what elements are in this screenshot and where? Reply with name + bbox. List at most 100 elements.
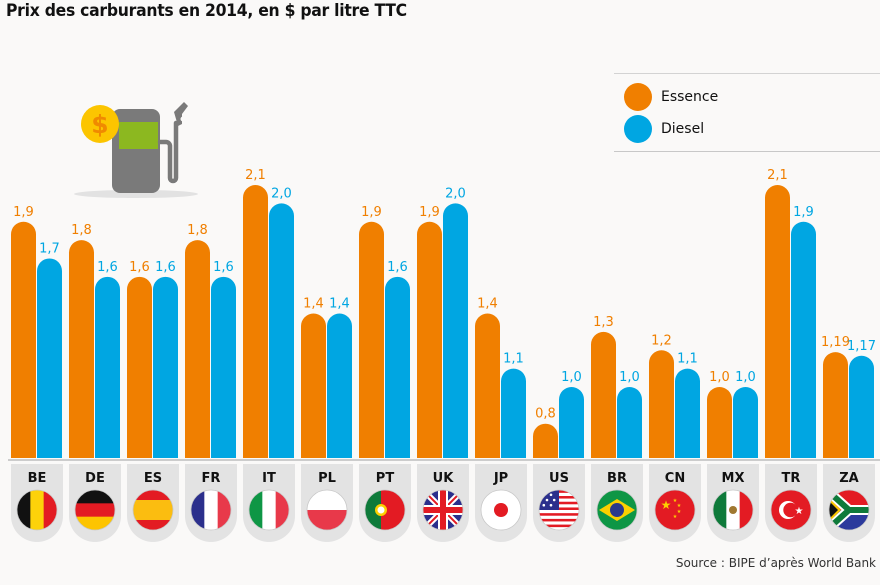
value-label-diesel-br: 1,0 [619, 370, 640, 385]
bar-diesel-fr [211, 276, 236, 458]
bar-essence-pl [301, 313, 326, 458]
value-label-diesel-pl: 1,4 [329, 297, 350, 312]
poland-flag-icon [307, 490, 347, 530]
country-tab-uk: UK [417, 464, 469, 542]
country-tab-tr: TR ★ [765, 464, 817, 542]
value-label-essence-br: 1,3 [593, 315, 614, 330]
value-label-diesel-us: 1,0 [561, 370, 582, 385]
country-code: US [549, 471, 569, 486]
bar-diesel-br [617, 387, 642, 458]
bar-diesel-uk [443, 203, 468, 458]
bar-diesel-de [95, 276, 120, 458]
bar-diesel-pt [385, 276, 410, 458]
country-code: TR [782, 471, 801, 486]
spain-flag-icon [133, 490, 173, 530]
bar-diesel-it [269, 203, 294, 458]
value-label-essence-be: 1,9 [13, 205, 34, 220]
country-tab-br: BR [591, 464, 643, 542]
country-tab-za: ZA [823, 464, 875, 542]
legend: Essence Diesel [614, 73, 880, 152]
svg-text:★: ★ [795, 506, 804, 517]
coin-icon [81, 105, 119, 143]
legend-item-essence: Essence [624, 83, 718, 111]
bar-essence-us [533, 423, 558, 458]
value-label-essence-za: 1,19 [821, 335, 850, 350]
belgium-flag-icon [17, 490, 57, 530]
country-tab-it: IT [243, 464, 295, 542]
country-code: DE [85, 471, 105, 486]
value-label-essence-cn: 1,2 [651, 333, 672, 348]
country-tab-de: DE [69, 464, 121, 542]
country-tab-be: BE [11, 464, 63, 542]
bar-essence-de [69, 240, 94, 458]
bar-diesel-us [559, 387, 584, 458]
turkey-flag-icon: ★ [771, 490, 811, 530]
legend-swatch-essence [624, 83, 652, 111]
legend-label-diesel: Diesel [661, 121, 705, 137]
value-label-essence-jp: 1,4 [477, 297, 498, 312]
source-note: Source : BIPE d’après World Bank [675, 556, 876, 570]
value-label-diesel-de: 1,6 [97, 260, 118, 275]
dollar-symbol: $ [91, 110, 108, 139]
country-code: ES [144, 471, 162, 486]
value-label-diesel-pt: 1,6 [387, 260, 408, 275]
value-label-essence-pl: 1,4 [303, 297, 324, 312]
bar-essence-pt [359, 221, 384, 458]
bar-essence-es [127, 276, 152, 458]
brazil-flag-icon [597, 490, 637, 530]
value-label-essence-mx: 1,0 [709, 370, 730, 385]
country-code: BE [28, 471, 47, 486]
value-label-diesel-tr: 1,9 [793, 205, 814, 220]
value-label-diesel-fr: 1,6 [213, 260, 234, 275]
country-tab-es: ES [127, 464, 179, 542]
south-africa-flag-icon [829, 490, 869, 530]
germany-flag-icon [75, 490, 115, 530]
bar-diesel-pl [327, 313, 352, 458]
value-label-diesel-uk: 2,0 [445, 186, 466, 201]
bar-diesel-mx [733, 387, 758, 458]
country-tab-mx: MX [707, 464, 759, 542]
value-label-diesel-cn: 1,1 [677, 352, 698, 367]
mexico-flag-icon [713, 490, 753, 530]
country-code: BR [607, 471, 627, 486]
bar-diesel-za [849, 355, 874, 458]
chart-title: Prix des carburants en 2014, en $ par li… [6, 1, 407, 21]
value-label-essence-us: 0,8 [535, 407, 556, 422]
country-code: JP [493, 471, 508, 486]
country-tab-cn: CN★ ★★★★ [649, 464, 701, 542]
bar-essence-be [11, 221, 36, 458]
country-tab-jp: JP [475, 464, 527, 542]
svg-text:★: ★ [673, 514, 678, 520]
value-label-diesel-es: 1,6 [155, 260, 176, 275]
value-label-essence-tr: 2,1 [767, 168, 788, 183]
france-flag-icon [191, 490, 231, 530]
svg-text:★: ★ [673, 498, 678, 504]
legend-swatch-diesel [624, 115, 652, 143]
value-label-diesel-za: 1,17 [847, 339, 876, 354]
svg-text:★: ★ [661, 498, 672, 512]
bar-essence-it [243, 185, 268, 458]
value-label-essence-fr: 1,8 [187, 223, 208, 238]
value-label-diesel-jp: 1,1 [503, 352, 524, 367]
bar-diesel-jp [501, 368, 526, 458]
value-label-essence-it: 2,1 [245, 168, 266, 183]
country-tab-pl: PL [301, 464, 353, 542]
value-label-diesel-be: 1,7 [39, 241, 60, 256]
value-label-essence-pt: 1,9 [361, 205, 382, 220]
value-label-diesel-it: 2,0 [271, 186, 292, 201]
bar-diesel-be [37, 258, 62, 458]
legend-item-diesel: Diesel [624, 115, 704, 143]
country-code: FR [202, 471, 221, 486]
bar-diesel-es [153, 276, 178, 458]
country-code: CN [665, 471, 685, 486]
country-tab-us: US [533, 464, 585, 542]
bar-diesel-cn [675, 368, 700, 458]
japan-flag-icon [481, 490, 521, 530]
bar-essence-uk [417, 221, 442, 458]
country-tab-fr: FR [185, 464, 237, 542]
bar-essence-jp [475, 313, 500, 458]
svg-text:★: ★ [677, 503, 682, 509]
country-code: UK [433, 471, 455, 486]
value-label-essence-uk: 1,9 [419, 205, 440, 220]
